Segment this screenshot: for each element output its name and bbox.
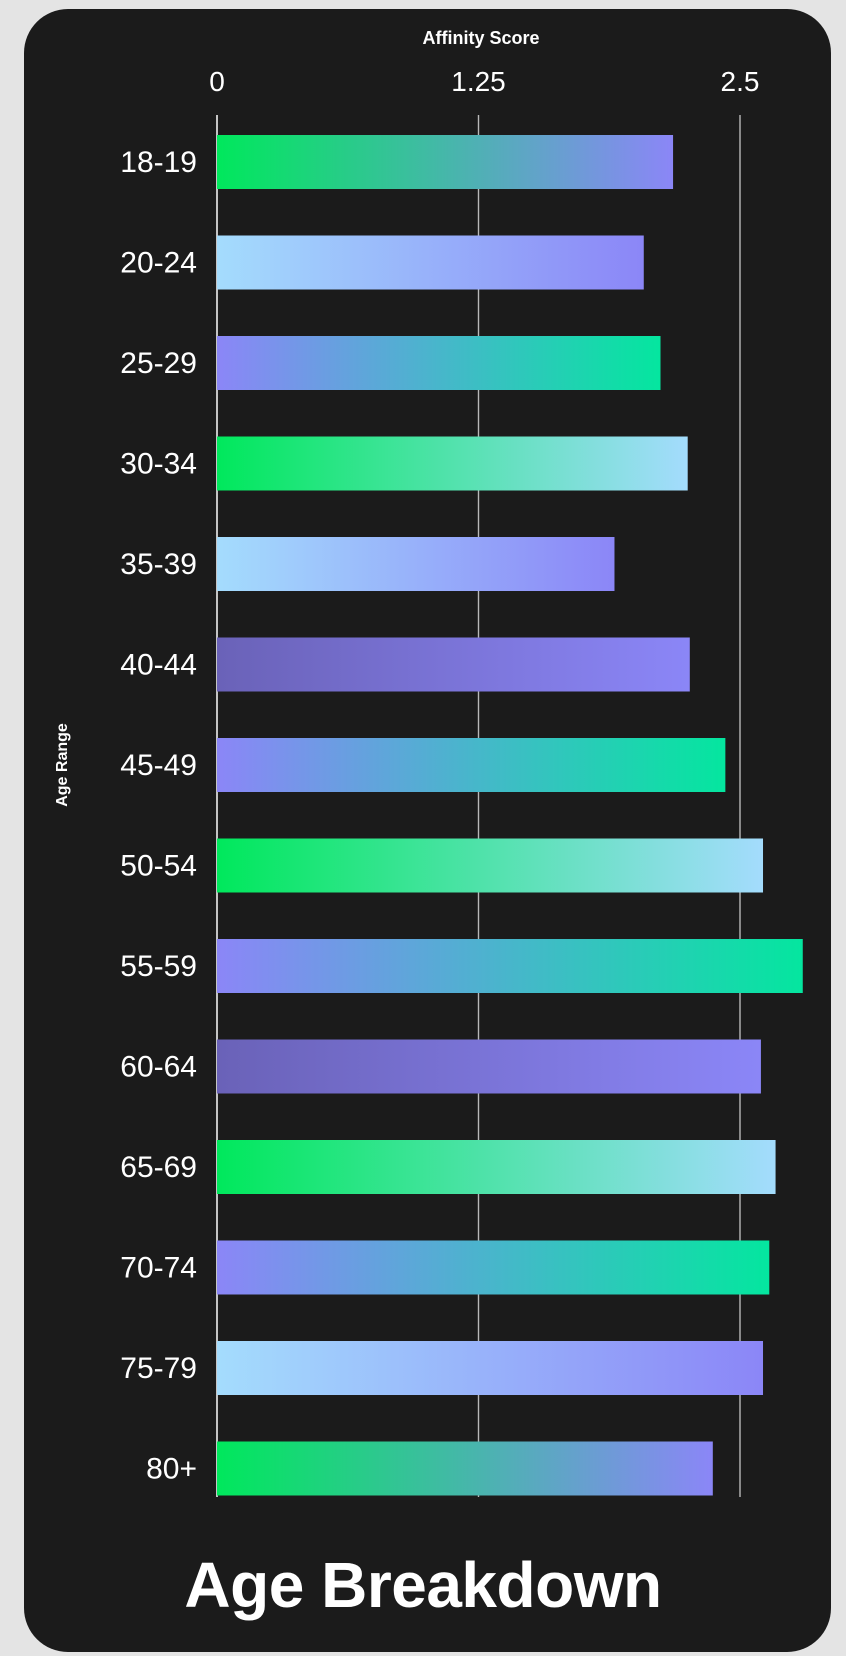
bar-70-74 <box>217 1240 770 1295</box>
y-tick-label: 60-64 <box>120 1051 197 1084</box>
y-tick-label: 30-34 <box>120 448 197 481</box>
x-tick-label: 0 <box>209 66 225 97</box>
bar-20-24 <box>217 235 644 290</box>
y-tick-label: 75-79 <box>120 1352 197 1385</box>
chart-title: Age Breakdown <box>184 1549 662 1621</box>
y-tick-label: 40-44 <box>120 649 197 682</box>
bar-80+ <box>217 1441 713 1496</box>
bar-75-79 <box>217 1341 764 1395</box>
y-tick-label: 25-29 <box>120 347 197 380</box>
y-tick-label: 65-69 <box>120 1151 197 1184</box>
bar-25-29 <box>217 336 661 390</box>
y-tick-label: 20-24 <box>120 247 197 280</box>
axis-labels: 0 1.25 2.5 Affinity Score Age Range 18-19 20-2… <box>54 28 759 1486</box>
x-axis-title: Affinity Score <box>422 28 539 48</box>
y-tick-label: 55-59 <box>120 950 197 983</box>
y-tick-label: 18-19 <box>120 146 197 179</box>
bar-18-19 <box>217 135 674 189</box>
y-tick-label: 50-54 <box>120 850 197 883</box>
bar-30-34 <box>217 436 688 491</box>
bar-45-49 <box>217 738 726 792</box>
y-tick-label: 70-74 <box>120 1252 197 1285</box>
bars <box>217 135 803 1496</box>
bar-60-64 <box>217 1039 761 1094</box>
bar-40-44 <box>217 637 690 692</box>
x-tick-label: 2.5 <box>721 66 760 97</box>
bar-35-39 <box>217 537 615 591</box>
bar-50-54 <box>217 838 764 893</box>
y-tick-label: 80+ <box>146 1453 197 1486</box>
bar-55-59 <box>217 939 803 993</box>
y-tick-label: 35-39 <box>120 548 197 581</box>
bar-65-69 <box>217 1140 776 1194</box>
y-tick-label: 45-49 <box>120 749 197 782</box>
x-tick-label: 1.25 <box>451 66 506 97</box>
y-axis-title: Age Range <box>54 723 71 807</box>
